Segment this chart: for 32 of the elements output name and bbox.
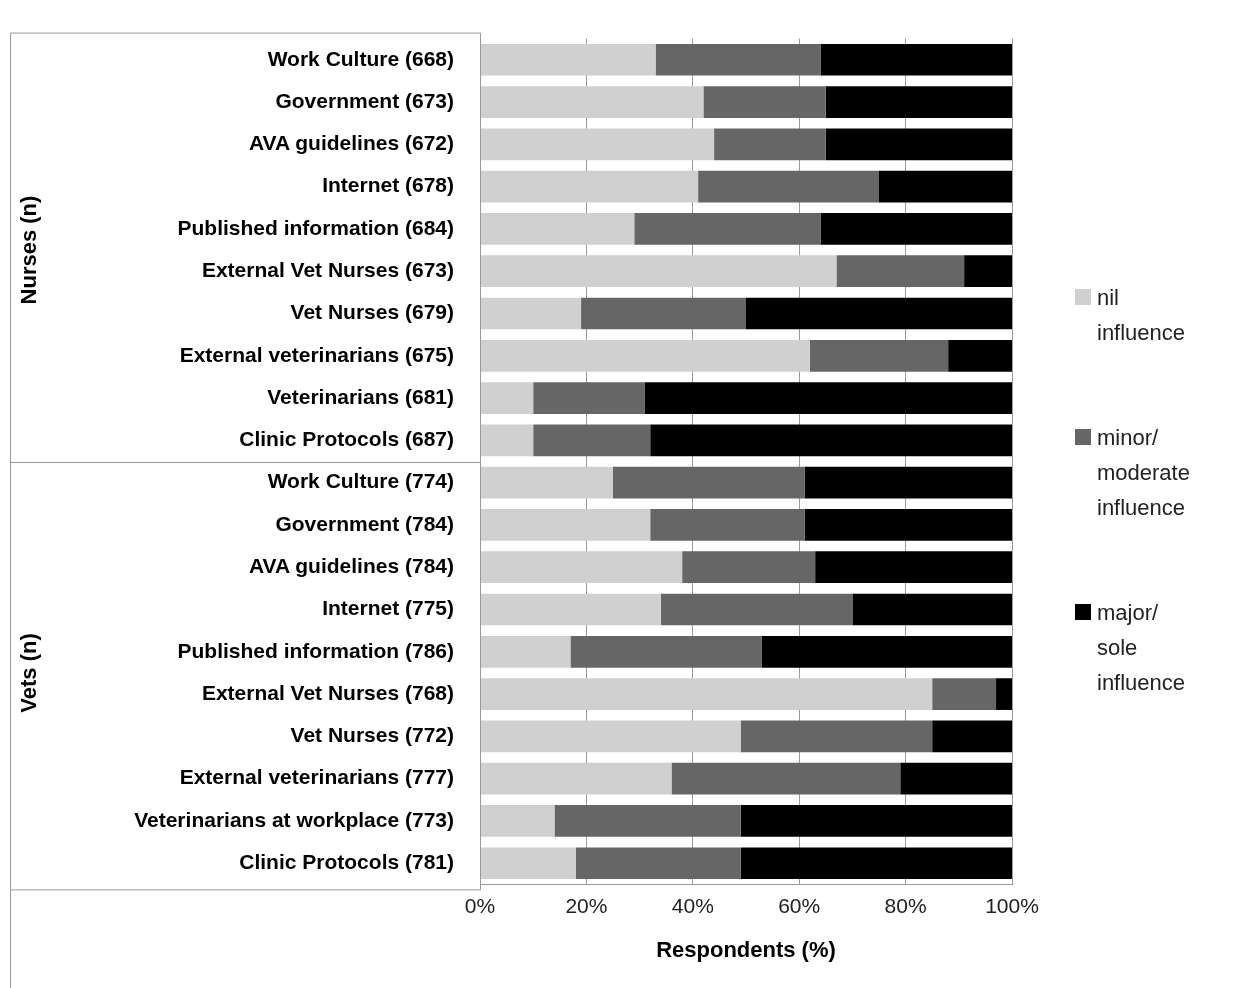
y-tick-label: External Vet Nurses (768) [201,680,454,704]
x-tick-label: 20% [565,893,608,917]
legend-label: major/ sole influence [1097,599,1186,697]
y-tick-label: External veterinarians (777) [179,765,454,789]
legend-label: nil influence [1097,284,1186,347]
y-tick-label: AVA guidelines (672) [249,131,454,155]
x-tick-label: 0% [464,893,496,917]
y-tick-label: AVA guidelines (784) [249,554,454,578]
y-tick-label: Vet Nurses (772) [290,723,454,747]
y-tick-label: Published information (786) [177,638,454,662]
x-tick-label: 40% [671,893,714,917]
y-tick-label: Internet (775) [322,596,454,620]
legend-label: minor/ moderate influence [1097,424,1190,522]
y-tick-label: Clinic Protocols (781) [239,850,454,874]
y-tick-label: Clinic Protocols (687) [239,427,454,451]
x-tick-label: 100% [985,893,1039,917]
y-tick-label: Published information (684) [177,215,454,239]
text: Vets (n) [16,633,42,713]
x-tick-label: 60% [778,893,821,917]
y-tick-label: Work Culture (774) [267,469,454,493]
y-tick-label: Vet Nurses (679) [290,300,454,324]
y-tick-label: External veterinarians (675) [179,342,454,366]
text: Nurses (n) [16,195,42,305]
x-axis-title: Respondents (%) [656,936,836,962]
y-tick-label: Government (673) [275,88,454,112]
x-tick-label: 80% [884,893,927,917]
y-tick-label: Veterinarians at workplace (773) [134,807,454,831]
y-tick-label: Work Culture (668) [267,46,454,70]
y-tick-label: Internet (678) [322,173,454,197]
y-tick-label: Veterinarians (681) [267,384,454,408]
y-tick-label: Government (784) [275,511,454,535]
y-tick-label: External Vet Nurses (673) [201,257,454,281]
